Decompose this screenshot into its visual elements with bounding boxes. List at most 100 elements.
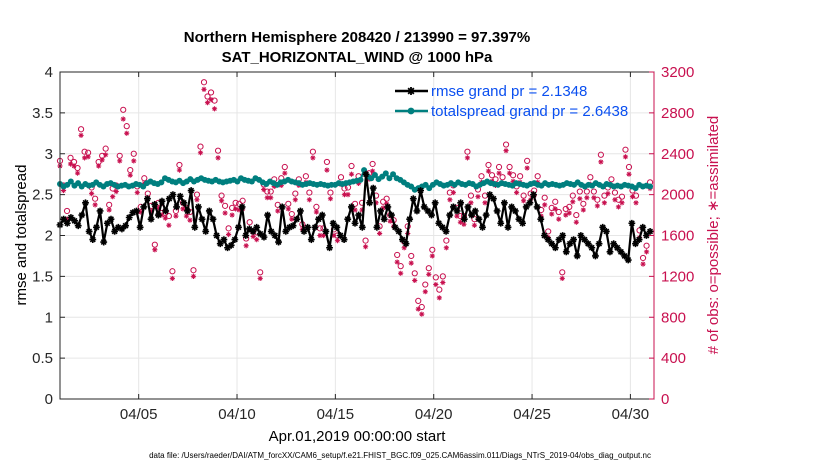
rmse-point: [530, 191, 537, 199]
y-axis-label: rmse and totalspread: [13, 165, 30, 306]
obs-assimilated-point: [254, 236, 260, 243]
obs-possible-point: [517, 173, 524, 180]
data-file-footnote: data file: /Users/raeder/DAI/ATM_forcXX/…: [149, 451, 651, 460]
rmse-point: [460, 215, 468, 223]
obs-assimilated-point: [194, 197, 200, 203]
rmse-point: [289, 222, 297, 230]
obs-possible-point: [583, 188, 590, 195]
obs-assimilated-point: [331, 232, 337, 239]
obs-possible-point: [200, 79, 208, 86]
rmse-point: [457, 199, 465, 207]
obs-assimilated-point: [99, 157, 105, 163]
obs-possible-point: [580, 200, 587, 207]
obs-possible-point: [499, 174, 506, 181]
obs-possible-point: [165, 212, 172, 220]
obs-possible-point: [429, 246, 436, 253]
obs-assimilated-point: [257, 275, 263, 282]
obs-assimilated-point: [475, 194, 481, 200]
obs-assimilated-point: [187, 217, 193, 223]
rmse-point: [544, 236, 552, 243]
obs-assimilated-point: [387, 218, 393, 224]
rmse-point: [537, 215, 545, 223]
obs-assimilated-point: [612, 197, 618, 203]
rmse-point: [224, 244, 231, 252]
obs-possible-point: [232, 199, 239, 206]
rmse-point: [162, 207, 170, 215]
obs-assimilated-point: [229, 212, 235, 218]
obs-assimilated-point: [71, 163, 77, 169]
rmse-point: [428, 211, 435, 219]
obs-possible-point: [214, 147, 222, 154]
obs-assimilated-point: [369, 168, 376, 174]
obs-assimilated-point: [155, 205, 161, 211]
rmse-point: [184, 207, 191, 215]
y-tick-label: 3.5: [32, 105, 53, 122]
rmse-point: [500, 199, 508, 207]
obs-assimilated-point: [605, 191, 611, 197]
rmse-point: [275, 238, 282, 246]
rmse-point: [508, 203, 516, 211]
rmse-point: [347, 203, 355, 211]
totalspread-point: [647, 183, 654, 190]
obs-assimilated-point: [233, 206, 239, 212]
rmse-point: [442, 228, 450, 235]
obs-assimilated-point: [89, 191, 95, 197]
rmse-point: [220, 236, 228, 243]
obs-possible-point: [639, 254, 647, 262]
x-tick-label: 04/20: [415, 406, 453, 423]
obs-assimilated-point: [275, 208, 281, 214]
obs-possible-point: [130, 150, 137, 157]
rmse-point: [205, 207, 213, 215]
obs-possible-point: [418, 303, 425, 311]
obs-assimilated-point: [162, 215, 168, 221]
rmse-point: [337, 232, 344, 239]
rmse-point: [413, 207, 421, 215]
rmse-point: [493, 207, 501, 215]
obs-possible-point: [351, 200, 359, 207]
legend-spread-marker: [407, 107, 415, 115]
obs-assimilated-point: [401, 245, 407, 251]
right-tick-label: 2400: [661, 146, 694, 163]
obs-possible-point: [369, 160, 376, 168]
obs-assimilated-point: [261, 186, 267, 193]
obs-assimilated-point: [643, 249, 650, 255]
rmse-point: [384, 203, 392, 211]
obs-assimilated-point: [450, 189, 456, 196]
obs-assimilated-point: [345, 192, 351, 198]
obs-assimilated-point: [359, 207, 365, 213]
rmse-point: [406, 215, 414, 223]
obs-assimilated-point: [362, 244, 369, 250]
rmse-point: [318, 211, 326, 219]
rmse-point: [522, 203, 530, 211]
obs-assimilated-point: [422, 289, 428, 295]
rmse-point: [165, 195, 173, 203]
x-axis-ticks: 04/05 04/10 04/15 04/20 04/25 04/30: [120, 72, 649, 423]
obs-assimilated-point: [152, 247, 158, 253]
obs-assimilated-point: [197, 150, 204, 156]
obs-possible-point: [411, 270, 418, 277]
obs-assimilated-point: [134, 189, 140, 196]
rmse-point: [238, 203, 246, 211]
obs-possible-point: [204, 93, 211, 100]
obs-possible-point: [552, 198, 559, 205]
rmse-point: [610, 240, 618, 248]
rmse-point: [570, 236, 577, 243]
obs-possible-point: [239, 197, 246, 204]
rmse-point: [602, 228, 610, 235]
obs-assimilated-point: [352, 207, 358, 213]
obs-assimilated-point: [334, 238, 341, 244]
obs-possible-point: [432, 274, 439, 281]
obs-assimilated-point: [510, 178, 516, 184]
rmse-point: [482, 211, 490, 219]
obs-assimilated-point: [103, 152, 109, 158]
y-tick-label: 4: [45, 64, 53, 81]
rmse-point: [344, 215, 352, 223]
obs-assimilated-point: [443, 245, 449, 251]
obs-possible-point: [590, 188, 597, 195]
totalspread-point: [158, 179, 165, 186]
rmse-point: [584, 240, 592, 248]
rmse-point: [256, 230, 264, 238]
obs-assimilated-point: [176, 167, 183, 173]
rmse-point: [78, 211, 86, 219]
obs-possible-point: [397, 263, 404, 270]
